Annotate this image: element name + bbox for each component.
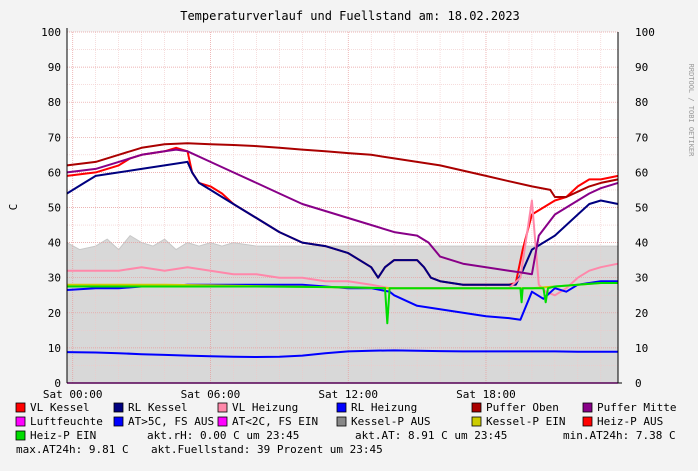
y-tick-label-left: 70 xyxy=(48,131,61,144)
status-max: max.AT24h: 9.81 C xyxy=(16,443,129,456)
y-tick-label-right: 20 xyxy=(635,307,648,320)
y-tick-label-left: 0 xyxy=(54,377,61,390)
y-tick-label-left: 30 xyxy=(48,272,61,285)
status-at: akt.AT: 8.91 C um 23:45 xyxy=(355,429,507,442)
y-tick-label-left: 100 xyxy=(41,26,61,39)
y-tick-label-left: 10 xyxy=(48,342,61,355)
legend-swatch xyxy=(113,416,124,427)
legend-label: AT>5C, FS AUS xyxy=(128,415,214,428)
x-tick-label: Sat 00:00 xyxy=(43,388,103,401)
status-rh: akt.rH: 0.00 C um 23:45 xyxy=(147,429,299,442)
legend-swatch xyxy=(217,402,228,413)
legend-label: Puffer Oben xyxy=(486,401,559,414)
y-tick-label-left: 80 xyxy=(48,96,61,109)
legend-swatch xyxy=(113,402,124,413)
axes: 0 0 10 10 20 20 30 30 40 40 50 50 60 60 70 70 80 80 90 90 10… xyxy=(41,26,655,401)
legend: VL Kessel RL Kessel VL Heizung RL Heizung Pu… xyxy=(15,401,676,442)
y-tick-label-left: 90 xyxy=(48,61,61,74)
legend-label: Puffer Mitte xyxy=(597,401,676,414)
legend-label: RL Heizung xyxy=(351,401,417,414)
legend-label: VL Heizung xyxy=(232,401,298,414)
series-line xyxy=(66,160,619,286)
legend-swatch xyxy=(217,416,228,427)
grid xyxy=(67,31,618,384)
series-line xyxy=(67,282,618,325)
series-line xyxy=(66,349,618,358)
legend-label: Kessel-P EIN xyxy=(486,415,565,428)
legend-swatch xyxy=(15,430,26,441)
x-tick-label: Sat 12:00 xyxy=(318,388,378,401)
series-layer xyxy=(66,142,619,384)
legend-swatch xyxy=(582,416,593,427)
y-tick-label-right: 100 xyxy=(635,26,655,39)
y-tick-label-right: 60 xyxy=(635,166,648,179)
y-tick-label-right: 0 xyxy=(635,377,642,390)
legend-label: Heiz-P AUS xyxy=(597,415,663,428)
y-axis-label: C xyxy=(7,204,20,211)
x-tick-label: Sat 18:00 xyxy=(456,388,516,401)
legend-label: VL Kessel xyxy=(30,401,90,414)
legend-label: RL Kessel xyxy=(128,401,188,414)
y-tick-label-left: 40 xyxy=(48,237,61,250)
chart-title: Temperaturverlauf und Fuellstand am: 18.… xyxy=(180,9,520,23)
legend-label: Heiz-P EIN xyxy=(30,429,96,442)
watermark: RRDTOOL / TOBI OETIKER xyxy=(687,64,695,158)
status-lines: akt.rH: 0.00 C um 23:45 akt.AT: 8.91 C um… xyxy=(16,429,676,456)
legend-swatch xyxy=(15,416,26,427)
x-tick-label: Sat 06:00 xyxy=(181,388,241,401)
y-tick-label-right: 30 xyxy=(635,272,648,285)
status-min: min.AT24h: 7.38 C xyxy=(563,429,676,442)
y-tick-label-left: 20 xyxy=(48,307,61,320)
legend-swatch xyxy=(471,402,482,413)
legend-swatch xyxy=(336,402,347,413)
y-tick-label-right: 90 xyxy=(635,61,648,74)
legend-swatch xyxy=(471,416,482,427)
legend-label: Kessel-P AUS xyxy=(351,415,430,428)
legend-swatch xyxy=(582,402,593,413)
legend-label: AT<2C, FS EIN xyxy=(232,415,318,428)
status-fill: akt.Fuellstand: 39 Prozent um 23:45 xyxy=(151,443,383,456)
legend-label: Luftfeuchte xyxy=(30,415,103,428)
legend-swatch xyxy=(336,416,347,427)
y-tick-label-right: 10 xyxy=(635,342,648,355)
y-tick-label-left: 60 xyxy=(48,166,61,179)
y-tick-label-right: 40 xyxy=(635,237,648,250)
series-line xyxy=(66,148,619,276)
y-tick-label-right: 70 xyxy=(635,131,648,144)
legend-swatch xyxy=(15,402,26,413)
y-tick-label-right: 80 xyxy=(635,96,648,109)
series-line xyxy=(66,142,619,198)
y-tick-label-left: 50 xyxy=(48,202,61,215)
y-tick-label-right: 50 xyxy=(635,202,648,215)
